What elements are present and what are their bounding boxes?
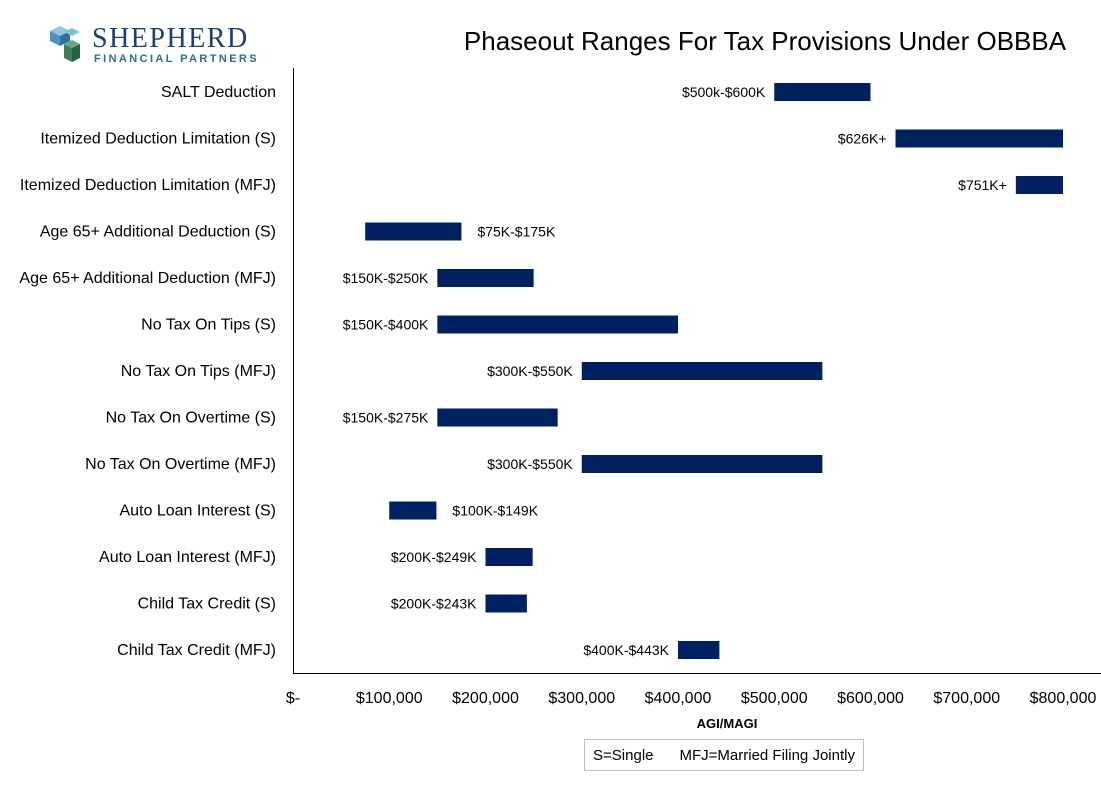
range-bar	[437, 408, 558, 427]
range-data-label: $626K+	[838, 131, 887, 147]
category-label: SALT Deduction	[161, 84, 276, 101]
range-bar	[365, 222, 462, 241]
x-axis-label: AGI/MAGI	[697, 716, 758, 731]
category-label: Child Tax Credit (S)	[138, 596, 276, 613]
x-tick-label: $300,000	[548, 690, 615, 707]
range-data-label: $500k-$600K	[682, 84, 766, 100]
range-data-label: $150K-$250K	[343, 270, 429, 286]
range-bar	[774, 83, 871, 101]
range-data-label: $150K-$400K	[343, 317, 429, 333]
brand-name: SHEPHERD	[92, 23, 249, 54]
range-data-label: $400K-$443K	[583, 642, 669, 658]
category-label: Child Tax Credit (MFJ)	[117, 642, 276, 659]
range-bar	[678, 641, 720, 659]
category-label: No Tax On Overtime (S)	[106, 410, 276, 427]
legend-mfj: MFJ=Married Filing Jointly	[679, 746, 855, 764]
range-data-label: $751K+	[958, 177, 1007, 193]
category-label: No Tax On Tips (S)	[141, 317, 276, 334]
x-tick-label: $700,000	[933, 690, 1000, 707]
x-tick-label: $-	[286, 690, 300, 707]
range-bar	[389, 501, 437, 520]
x-tick-label: $400,000	[645, 690, 712, 707]
category-label: Age 65+ Additional Deduction (MFJ)	[19, 270, 276, 287]
legend-single: S=Single	[593, 746, 654, 764]
x-tick-label: $100,000	[356, 690, 423, 707]
cube-logo-icon	[50, 26, 80, 62]
brand-tagline: FINANCIAL PARTNERS	[94, 53, 259, 65]
chart-title: Phaseout Ranges For Tax Provisions Under…	[463, 26, 1067, 56]
category-label: No Tax On Tips (MFJ)	[121, 363, 276, 380]
x-tick-label: $800,000	[1030, 690, 1097, 707]
range-data-label: $100K-$149K	[452, 503, 538, 519]
range-data-label: $300K-$550K	[487, 363, 573, 379]
category-label: Auto Loan Interest (MFJ)	[99, 549, 276, 566]
range-bar	[437, 315, 678, 334]
range-bar	[485, 594, 527, 613]
x-tick-label: $600,000	[837, 690, 904, 707]
range-bar	[485, 548, 533, 566]
category-label: Auto Loan Interest (S)	[119, 503, 276, 520]
legend: S=Single MFJ=Married Filing Jointly	[584, 739, 864, 771]
range-data-label: $200K-$249K	[391, 549, 477, 565]
range-data-label: $300K-$550K	[487, 456, 573, 472]
category-label: Itemized Deduction Limitation (MFJ)	[20, 177, 276, 194]
x-tick-label: $500,000	[741, 690, 808, 707]
shepherd-logo: SHEPHERD FINANCIAL PARTNERS	[50, 23, 259, 65]
range-bar	[581, 455, 823, 473]
category-label: Itemized Deduction Limitation (S)	[40, 131, 276, 148]
range-bar	[437, 269, 534, 287]
range-bar	[1015, 176, 1063, 194]
range-data-label: $200K-$243K	[391, 596, 477, 612]
x-tick-label: $200,000	[452, 690, 519, 707]
range-bar	[581, 362, 823, 380]
range-data-label: $75K-$175K	[477, 224, 556, 240]
range-bar	[895, 129, 1063, 148]
category-label: Age 65+ Additional Deduction (S)	[40, 224, 276, 241]
range-data-label: $150K-$275K	[343, 410, 429, 426]
category-label: No Tax On Overtime (MFJ)	[85, 456, 276, 473]
